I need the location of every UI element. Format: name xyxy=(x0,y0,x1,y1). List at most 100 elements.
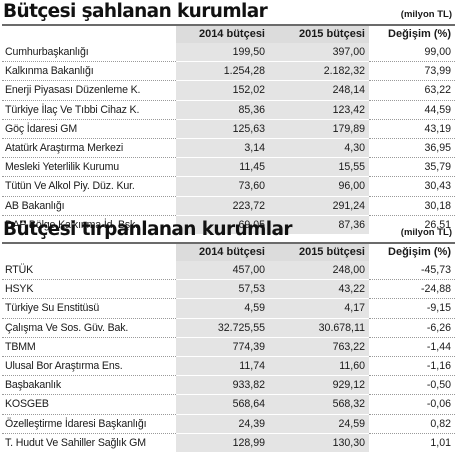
institution-name: Atatürk Araştırma Merkezi xyxy=(2,138,176,159)
rising-budgets-table: 2014 bütçesi 2015 bütçesi Değişim (%) Cu… xyxy=(2,26,455,234)
table-row: Atatürk Araştırma Merkezi 3,14 4,30 36,95 xyxy=(2,138,455,159)
institution-name: KOSGEB xyxy=(2,394,176,415)
value-2015: 4,17 xyxy=(269,298,369,319)
value-2015: 24,59 xyxy=(269,414,369,434)
institution-name: Türkiye Su Enstitüsü xyxy=(2,298,176,319)
value-2015: 130,30 xyxy=(269,433,369,452)
table-row: Cumhurbaşkanlığı 199,50 397,00 99,00 xyxy=(2,43,455,63)
value-2014: 223,72 xyxy=(176,196,269,216)
table-row: HSYK 57,53 43,22 -24,88 xyxy=(2,279,455,300)
table-row: KOSGEB 568,64 568,32 -0,06 xyxy=(2,394,455,415)
value-2014: 568,64 xyxy=(176,394,269,415)
value-2014: 933,82 xyxy=(176,375,269,396)
value-2014: 152,02 xyxy=(176,80,269,101)
table-row: Türkiye İlaç Ve Tıbbi Cihaz K. 85,36 123,4… xyxy=(2,100,455,120)
section-rising-budgets: Bütçesi şahlanan kurumlar (milyon TL) 20… xyxy=(0,0,457,234)
change-percent: -9,15 xyxy=(369,298,455,319)
value-2014: 11,74 xyxy=(176,356,269,377)
institution-name: HSYK xyxy=(2,279,176,300)
value-2015: 43,22 xyxy=(269,279,369,300)
change-percent: 30,18 xyxy=(369,196,455,216)
header-2015-budget: 2015 bütçesi xyxy=(269,26,369,43)
institution-name: Cumhurbaşkanlığı xyxy=(2,43,176,63)
change-percent: 99,00 xyxy=(369,43,455,63)
table-header-row: 2014 bütçesi 2015 bütçesi Değişim (%) xyxy=(2,26,455,43)
title-divider xyxy=(2,242,455,244)
institution-name: Göç İdaresi GM xyxy=(2,119,176,139)
change-percent: -24,88 xyxy=(369,279,455,300)
section-cut-budgets: Bütçesi tırpanlanan kurumlar (milyon TL)… xyxy=(0,218,457,452)
header-institution xyxy=(2,244,176,261)
table-row: T. Hudut Ve Sahiller Sağlık GM 128,99 130,… xyxy=(2,433,455,452)
institution-name: Mesleki Yeterlilik Kurumu xyxy=(2,157,176,178)
table-row: DAP Bölge Kalkınma İd. Bşk. 69,05 87,36 26,… xyxy=(2,215,455,234)
change-percent: 63,22 xyxy=(369,80,455,101)
institution-name: AB Bakanlığı xyxy=(2,196,176,216)
value-2014: 774,39 xyxy=(176,337,269,357)
change-percent: 36,95 xyxy=(369,138,455,159)
table-row: Başbakanlık 933,82 929,12 -0,50 xyxy=(2,375,455,396)
table-row: Mesleki Yeterlilik Kurumu 11,45 15,55 35,79 xyxy=(2,157,455,178)
institution-name: Ulusal Bor Araştırma Ens. xyxy=(2,356,176,377)
change-percent: 0,82 xyxy=(369,414,455,434)
table-row: Özelleştirme İdaresi Başkanlığı 24,39 24,5… xyxy=(2,414,455,434)
change-percent: -1,16 xyxy=(369,356,455,377)
value-2014: 199,50 xyxy=(176,43,269,63)
value-2014: 73,60 xyxy=(176,176,269,197)
value-2015: 15,55 xyxy=(269,157,369,178)
section-title: Bütçesi tırpanlanan kurumlar xyxy=(3,219,293,240)
value-2014: 11,45 xyxy=(176,157,269,178)
value-2015: 87,36 xyxy=(269,215,369,234)
change-percent: 73,99 xyxy=(369,61,455,82)
value-2015: 11,60 xyxy=(269,356,369,377)
institution-name: Tütün Ve Alkol Piy. Düz. Kur. xyxy=(2,176,176,197)
value-2015: 30.678,11 xyxy=(269,318,369,338)
value-2015: 248,14 xyxy=(269,80,369,101)
institution-name: TBMM xyxy=(2,337,176,357)
value-2014: 457,00 xyxy=(176,261,269,281)
value-2015: 4,30 xyxy=(269,138,369,159)
value-2014: 57,53 xyxy=(176,279,269,300)
change-percent: -45,73 xyxy=(369,261,455,281)
value-2015: 123,42 xyxy=(269,100,369,120)
institution-name: RTÜK xyxy=(2,261,176,281)
value-2014: 125,63 xyxy=(176,119,269,139)
value-2015: 763,22 xyxy=(269,337,369,357)
table-row: Çalışma Ve Sos. Güv. Bak. 32.725,55 30.678… xyxy=(2,318,455,338)
table-row: Türkiye Su Enstitüsü 4,59 4,17 -9,15 xyxy=(2,298,455,319)
change-percent: -0,50 xyxy=(369,375,455,396)
value-2015: 397,00 xyxy=(269,43,369,63)
table-row: Tütün Ve Alkol Piy. Düz. Kur. 73,60 96,00 3… xyxy=(2,176,455,197)
table-row: TBMM 774,39 763,22 -1,44 xyxy=(2,337,455,357)
value-2015: 179,89 xyxy=(269,119,369,139)
table-row: Enerji Piyasası Düzenleme K. 152,02 248,14… xyxy=(2,80,455,101)
institution-name: Türkiye İlaç Ve Tıbbi Cihaz K. xyxy=(2,100,176,120)
value-2014: 24,39 xyxy=(176,414,269,434)
change-percent: 44,59 xyxy=(369,100,455,120)
value-2015: 96,00 xyxy=(269,176,369,197)
change-percent: 35,79 xyxy=(369,157,455,178)
section-header: Bütçesi şahlanan kurumlar (milyon TL) xyxy=(0,0,457,24)
institution-name: Çalışma Ve Sos. Güv. Bak. xyxy=(2,318,176,338)
header-change: Değişim (%) xyxy=(369,244,455,261)
value-2014: 128,99 xyxy=(176,433,269,452)
value-2015: 291,24 xyxy=(269,196,369,216)
table-row: Ulusal Bor Araştırma Ens. 11,74 11,60 -1,16 xyxy=(2,356,455,377)
change-percent: -0,06 xyxy=(369,394,455,415)
value-2015: 929,12 xyxy=(269,375,369,396)
change-percent: -6,26 xyxy=(369,318,455,338)
institution-name: Özelleştirme İdaresi Başkanlığı xyxy=(2,414,176,434)
value-2015: 568,32 xyxy=(269,394,369,415)
table-row: Göç İdaresi GM 125,63 179,89 43,19 xyxy=(2,119,455,139)
institution-name: Başbakanlık xyxy=(2,375,176,396)
unit-label: (milyon TL) xyxy=(400,227,452,238)
value-2014: 4,59 xyxy=(176,298,269,319)
table-row: RTÜK 457,00 248,00 -45,73 xyxy=(2,261,455,281)
header-change: Değişim (%) xyxy=(369,26,455,43)
institution-name: DAP Bölge Kalkınma İd. Bşk. xyxy=(5,218,138,231)
value-2014: 3,14 xyxy=(176,138,269,159)
value-2015: 248,00 xyxy=(269,261,369,281)
table-row: Kalkınma Bakanlığı 1.254,28 2.182,32 73,99 xyxy=(2,61,455,82)
value-2014: 85,36 xyxy=(176,100,269,120)
